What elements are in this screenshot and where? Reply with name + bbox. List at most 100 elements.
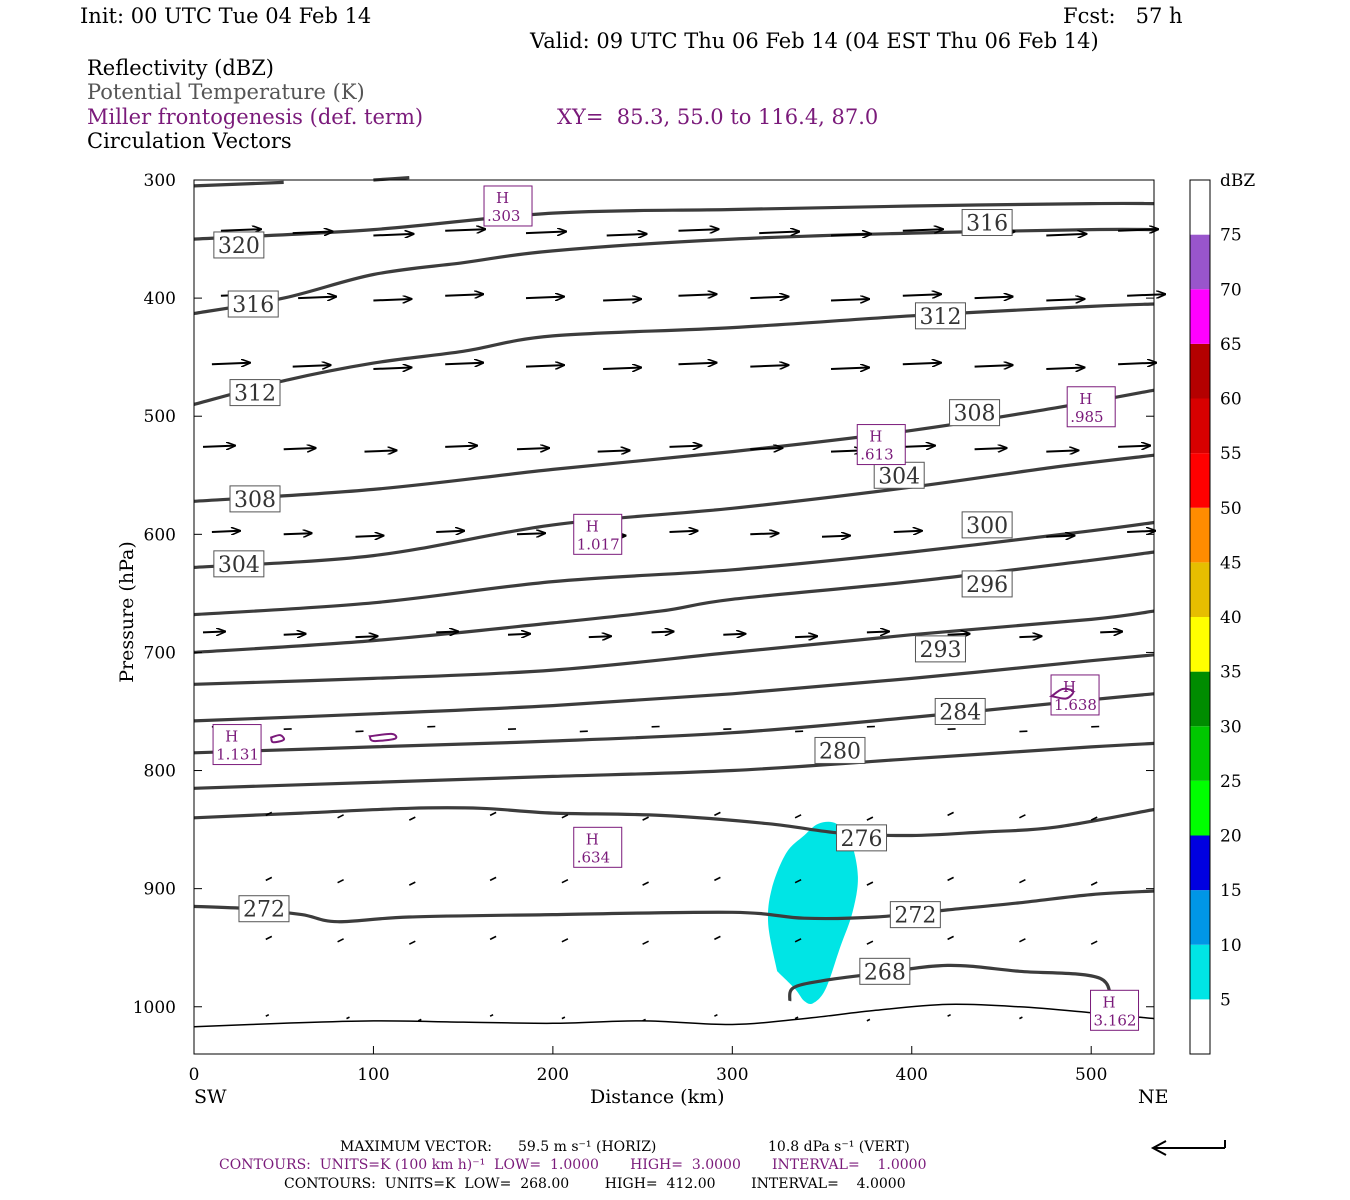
theta-contour-292 [193, 609, 1155, 686]
colorbar-level-label: 50 [1220, 499, 1242, 519]
circulation-vector [830, 368, 869, 370]
circulation-vector [445, 446, 477, 447]
circulation-vector [714, 1013, 718, 1017]
fronto-high-label: H1.638 [1050, 674, 1100, 716]
circulation-vector [373, 299, 411, 301]
theta-label-276: 276 [836, 824, 888, 852]
circulation-vector [1090, 940, 1098, 945]
circulation-vector [364, 450, 397, 451]
circulation-vector [588, 636, 611, 637]
circulation-vector [1046, 536, 1074, 537]
circulation-vector [355, 636, 378, 637]
circulation-vector [1019, 938, 1026, 943]
circulation-vector [445, 294, 483, 296]
circulation-vector [1127, 294, 1165, 296]
circulation-vector [603, 368, 641, 370]
circulation-vector [292, 232, 333, 234]
y-tick-label: 600 [144, 525, 176, 545]
theta-label-308: 308 [229, 485, 281, 513]
circulation-vector [794, 814, 802, 819]
theta-contour-284 [193, 692, 1155, 755]
circulation-vector [346, 1016, 350, 1020]
fronto-high-label: H1.131 [212, 724, 262, 766]
theta-contour-312 [193, 302, 1155, 406]
circulation-vector [902, 294, 941, 296]
circulation-vector [337, 878, 344, 884]
theta-label-293: 293 [914, 635, 966, 663]
x-tick-label: 200 [537, 1065, 569, 1085]
circulation-vector [1046, 299, 1084, 301]
circulation-vector [373, 368, 411, 370]
svg-text:296: 296 [966, 573, 1008, 598]
circulation-vector [1090, 816, 1098, 821]
reflectivity-region [767, 821, 858, 1005]
fronto-high-h: H [1063, 678, 1076, 696]
circulation-vector [373, 234, 413, 236]
y-axis-title: Pressure (hPa) [116, 541, 138, 683]
theta-label-316: 316 [961, 209, 1013, 237]
svg-text:312: 312 [919, 305, 961, 330]
circulation-vector [830, 299, 869, 301]
x-end-left: SW [194, 1086, 227, 1108]
circulation-vector [651, 632, 674, 633]
colorbar-level-label: 65 [1220, 335, 1242, 355]
theta-label-280: 280 [814, 736, 866, 764]
colorbar-segment [1190, 234, 1210, 290]
colorbar-segment [1190, 343, 1210, 399]
theta-label-312: 312 [229, 379, 281, 407]
svg-text:300: 300 [966, 514, 1008, 539]
circulation-vector [750, 365, 788, 367]
y-tick-label: 900 [144, 880, 176, 900]
y-tick-label: 1000 [133, 998, 176, 1018]
colorbar-segment [1190, 944, 1210, 1000]
svg-text:320: 320 [218, 234, 260, 259]
circulation-vector [298, 297, 336, 299]
fronto-high-h: H [1079, 390, 1092, 408]
colorbar-segment [1190, 671, 1210, 727]
colorbar-level-label: 55 [1220, 444, 1242, 464]
circulation-vector [408, 816, 416, 821]
circulation-vector [795, 636, 817, 637]
y-tick-label: 800 [144, 762, 176, 782]
circulation-vector [202, 632, 225, 633]
circulation-vector [974, 365, 1013, 367]
circulation-vector [678, 363, 717, 365]
fronto-high-value: .634 [577, 848, 610, 866]
fronto-contour [368, 732, 398, 743]
circulation-vector [265, 935, 273, 941]
circulation-vector [947, 935, 954, 941]
circulation-vector [902, 363, 941, 365]
y-tick-label: 500 [144, 407, 176, 427]
circulation-vector [1019, 1016, 1023, 1020]
colorbar-segment [1190, 507, 1210, 563]
theta-label-320: 320 [213, 231, 265, 259]
colorbar-segment [1190, 835, 1210, 891]
svg-text:312: 312 [234, 382, 276, 407]
circulation-vector [489, 1013, 494, 1017]
svg-text:304: 304 [878, 464, 920, 489]
circulation-vector [866, 816, 874, 821]
circulation-vector [516, 533, 545, 534]
circulation-vector [417, 1018, 422, 1022]
svg-text:293: 293 [919, 638, 961, 663]
colorbar-segment [1190, 890, 1210, 945]
theta-label-316: 316 [227, 290, 279, 318]
x-tick-label: 500 [1075, 1065, 1107, 1085]
fronto-high-label: H3.162 [1090, 989, 1140, 1031]
x-end-right: NE [1138, 1086, 1169, 1108]
y-tick-label: 300 [144, 171, 176, 191]
contours-fronto-info: CONTOURS: UNITS=K (100 km h)⁻¹ LOW= 1.00… [219, 1157, 927, 1173]
circulation-vector [603, 299, 641, 301]
circulation-vector [1127, 531, 1155, 532]
colorbar-segment [1190, 453, 1210, 508]
fronto-high-value: 1.638 [1054, 696, 1097, 714]
colorbar-frame [1189, 179, 1211, 1055]
circulation-vector [1118, 229, 1158, 231]
fronto-high-label: H.303 [483, 185, 533, 227]
circulation-vector [794, 938, 802, 943]
circulation-vector [436, 632, 458, 633]
circulation-vector [669, 531, 698, 532]
circulation-vector [265, 876, 273, 882]
circulation-vector [821, 536, 850, 537]
colorbar-level-label: 10 [1220, 936, 1242, 956]
